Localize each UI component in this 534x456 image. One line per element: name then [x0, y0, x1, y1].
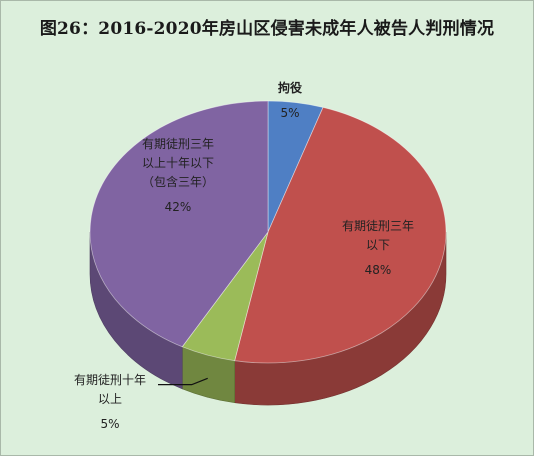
slice-label-3-line-0: 有期徒刑三年 — [142, 137, 214, 151]
slice-value-0: 5% — [280, 106, 299, 120]
slice-label-3-line-2: （包含三年） — [142, 174, 214, 189]
pie-labels: 拘役5%有期徒刑三年以下48%有期徒刑十年以上5%有期徒刑三年以上十年以下（包含… — [74, 80, 414, 431]
slice-value-1: 48% — [365, 263, 392, 277]
slice-label-2-line-1: 以上 — [98, 392, 122, 406]
leader-line-2 — [158, 377, 208, 386]
pie-slice-3 — [89, 100, 269, 348]
pie-slice-1 — [234, 106, 447, 364]
slice-value-2: 5% — [100, 417, 119, 431]
slice-label-3-line-1: 以上十年以下 — [142, 156, 214, 170]
slice-label-1-line-1: 以下 — [366, 238, 390, 252]
slice-label-0-line-0: 拘役 — [278, 80, 302, 95]
chart-title: 图26：2016-2020年房山区侵害未成年人被告人判刑情况 — [39, 19, 495, 39]
slice-label-2-line-0: 有期徒刑十年 — [74, 373, 146, 387]
slice-value-3: 42% — [165, 200, 192, 214]
slice-label-1-line-0: 有期徒刑三年 — [342, 219, 414, 233]
pie-tops — [89, 100, 447, 364]
